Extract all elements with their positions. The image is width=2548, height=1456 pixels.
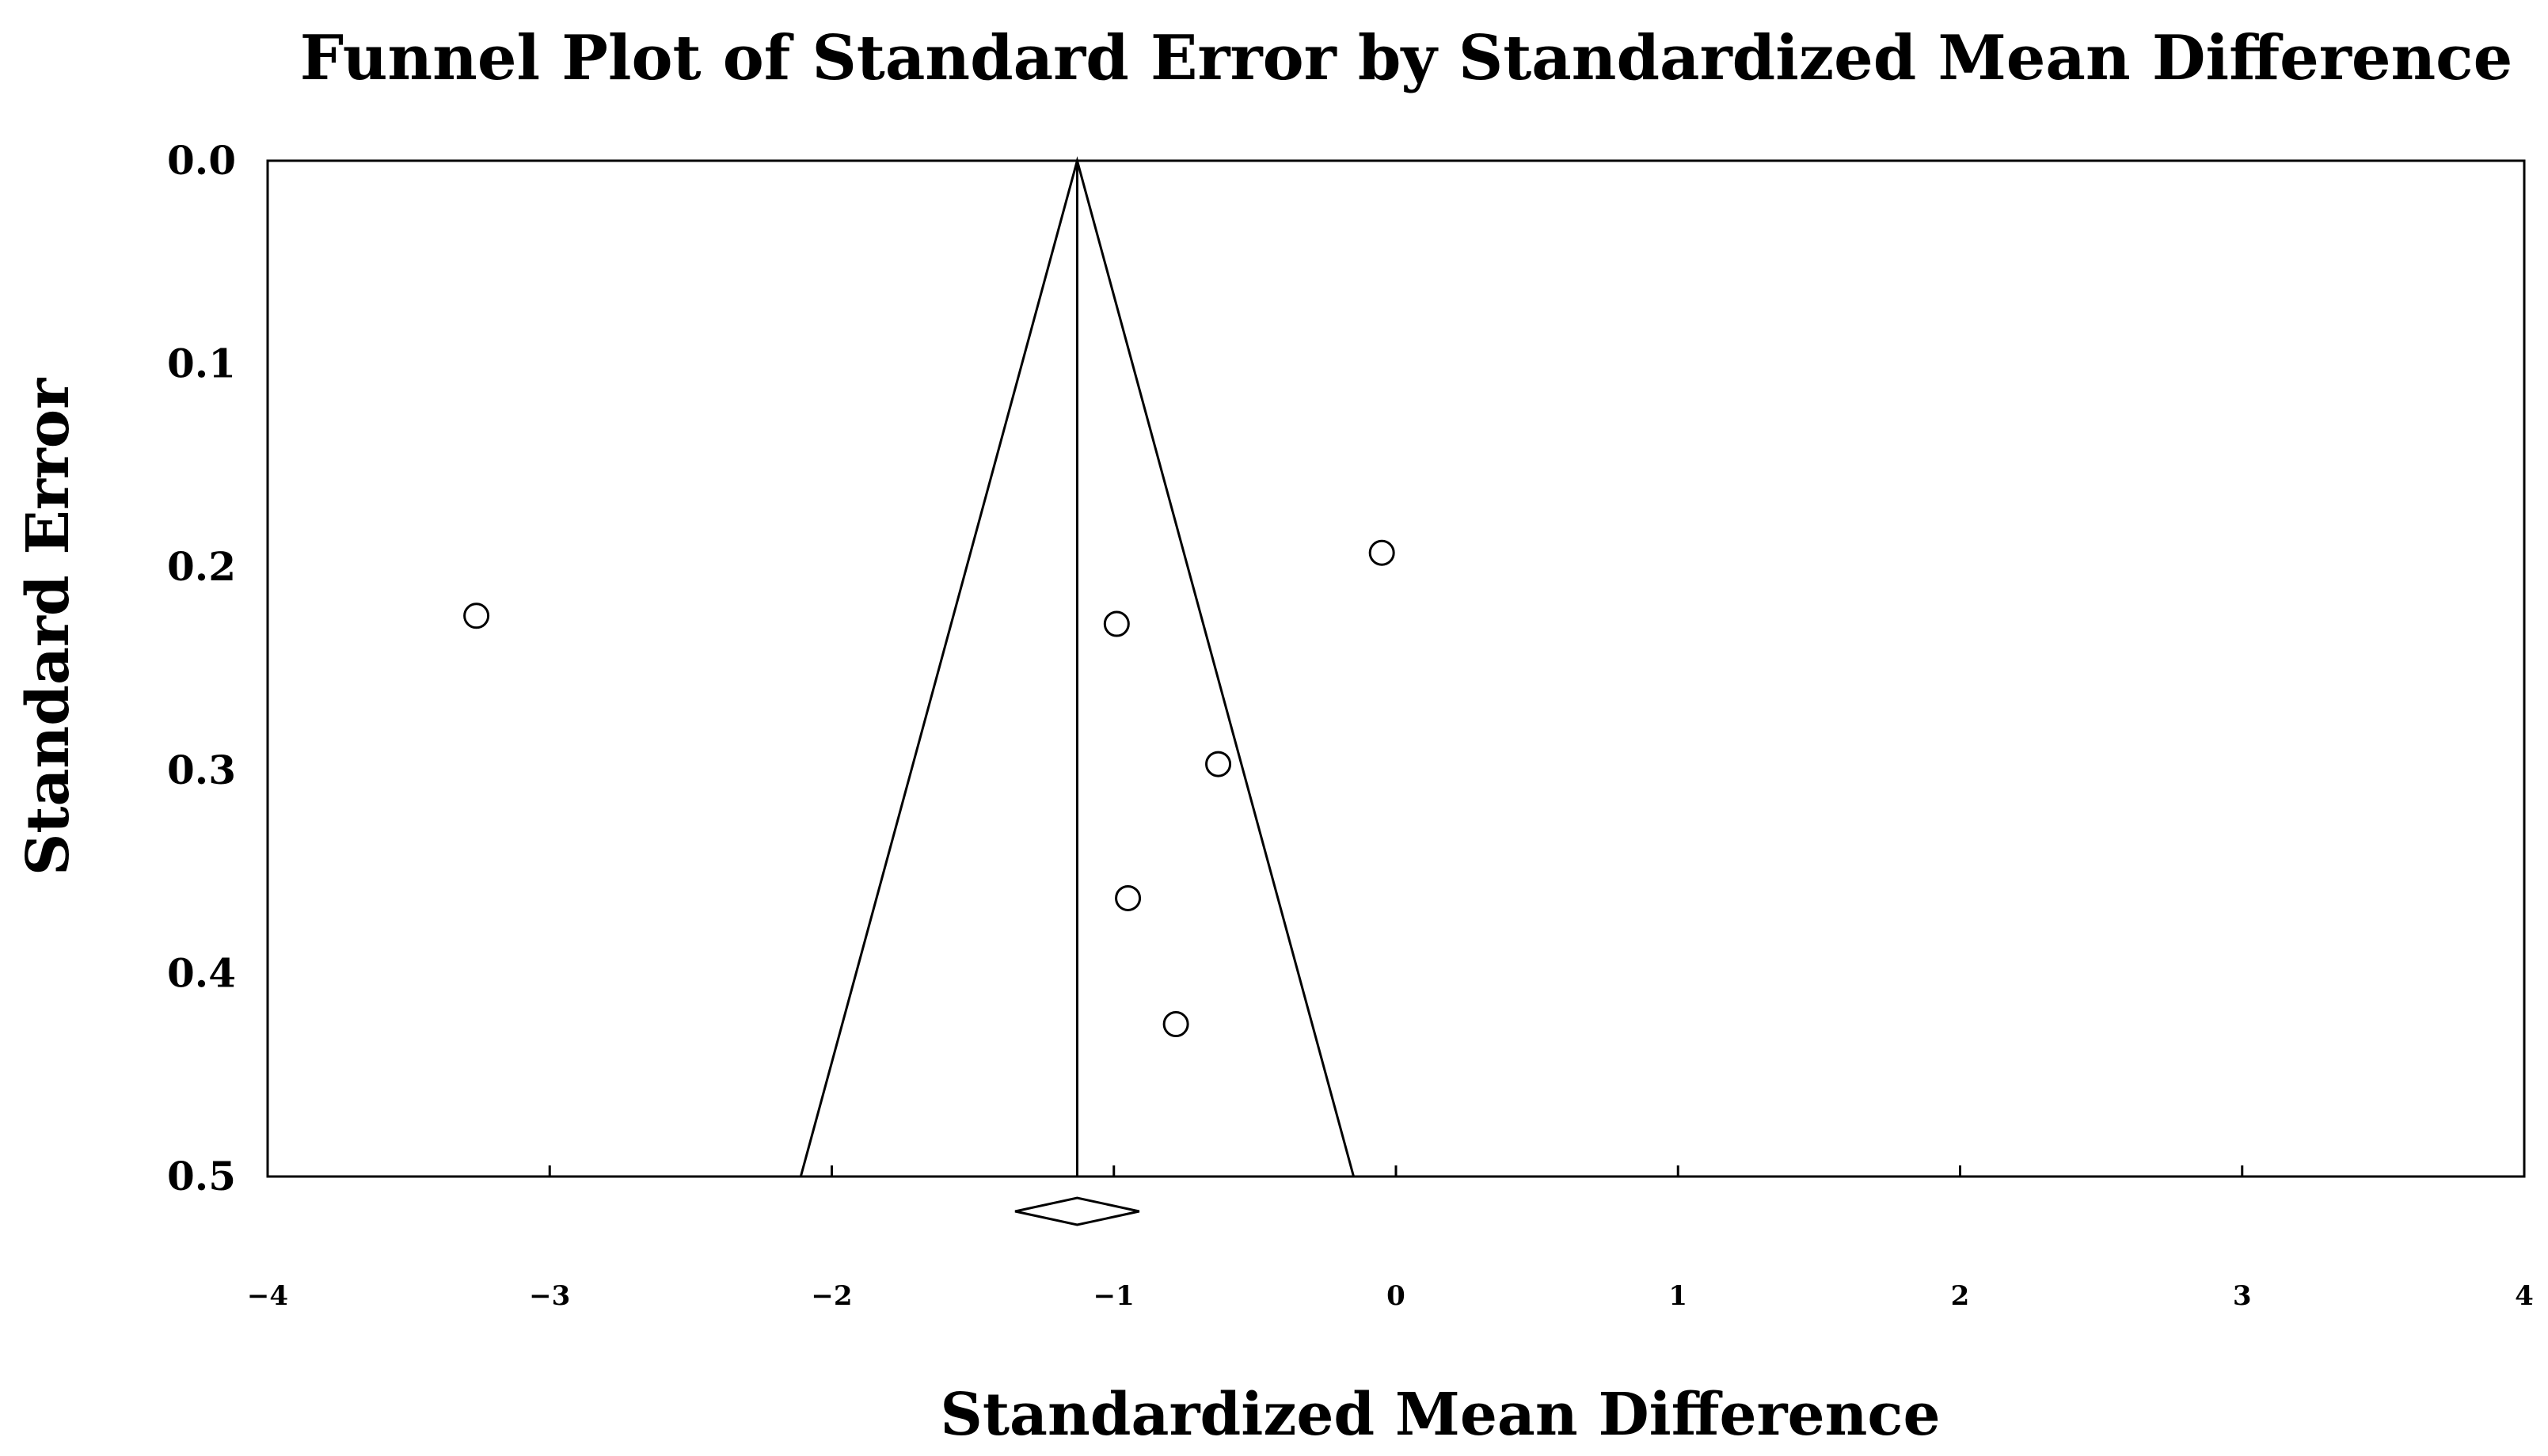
x-tick-label: 1 [1668,1280,1687,1312]
x-tick-label: 3 [2233,1280,2252,1312]
x-tick-label: −2 [811,1280,852,1312]
study-point [1103,610,1130,637]
study-point [1162,1011,1189,1038]
x-tick-label: 0 [1386,1280,1405,1312]
study-point [1368,539,1395,566]
plot-frame [266,159,2526,1178]
y-tick-label: 0.3 [167,747,236,793]
y-tick-label: 0.4 [167,949,236,996]
study-point [463,603,490,629]
y-tick-label: 0.1 [167,340,236,387]
chart-title: Funnel Plot of Standard Error by Standar… [300,22,2513,94]
study-point [1115,884,1142,911]
x-tick-label: 4 [2515,1280,2534,1312]
x-tick-label: −1 [1093,1280,1135,1312]
summary-diamond [1014,1196,1140,1226]
x-tick-label: −3 [529,1280,570,1312]
y-tick-label: 0.2 [167,543,236,590]
x-tick-label: 2 [1951,1280,1970,1312]
y-tick-label: 0.0 [167,137,236,184]
y-axis-label: Standard Error [14,378,82,876]
x-axis-label: Standardized Mean Difference [940,1381,1940,1449]
plot-area: −4 −3 −2 −1 0 1 2 3 4 0.0 0.1 0.2 0.3 0.4 0.5 [167,137,2534,1312]
y-tick-label: 0.5 [167,1153,236,1199]
x-tick-label: −4 [247,1280,288,1312]
study-point [1205,751,1232,777]
